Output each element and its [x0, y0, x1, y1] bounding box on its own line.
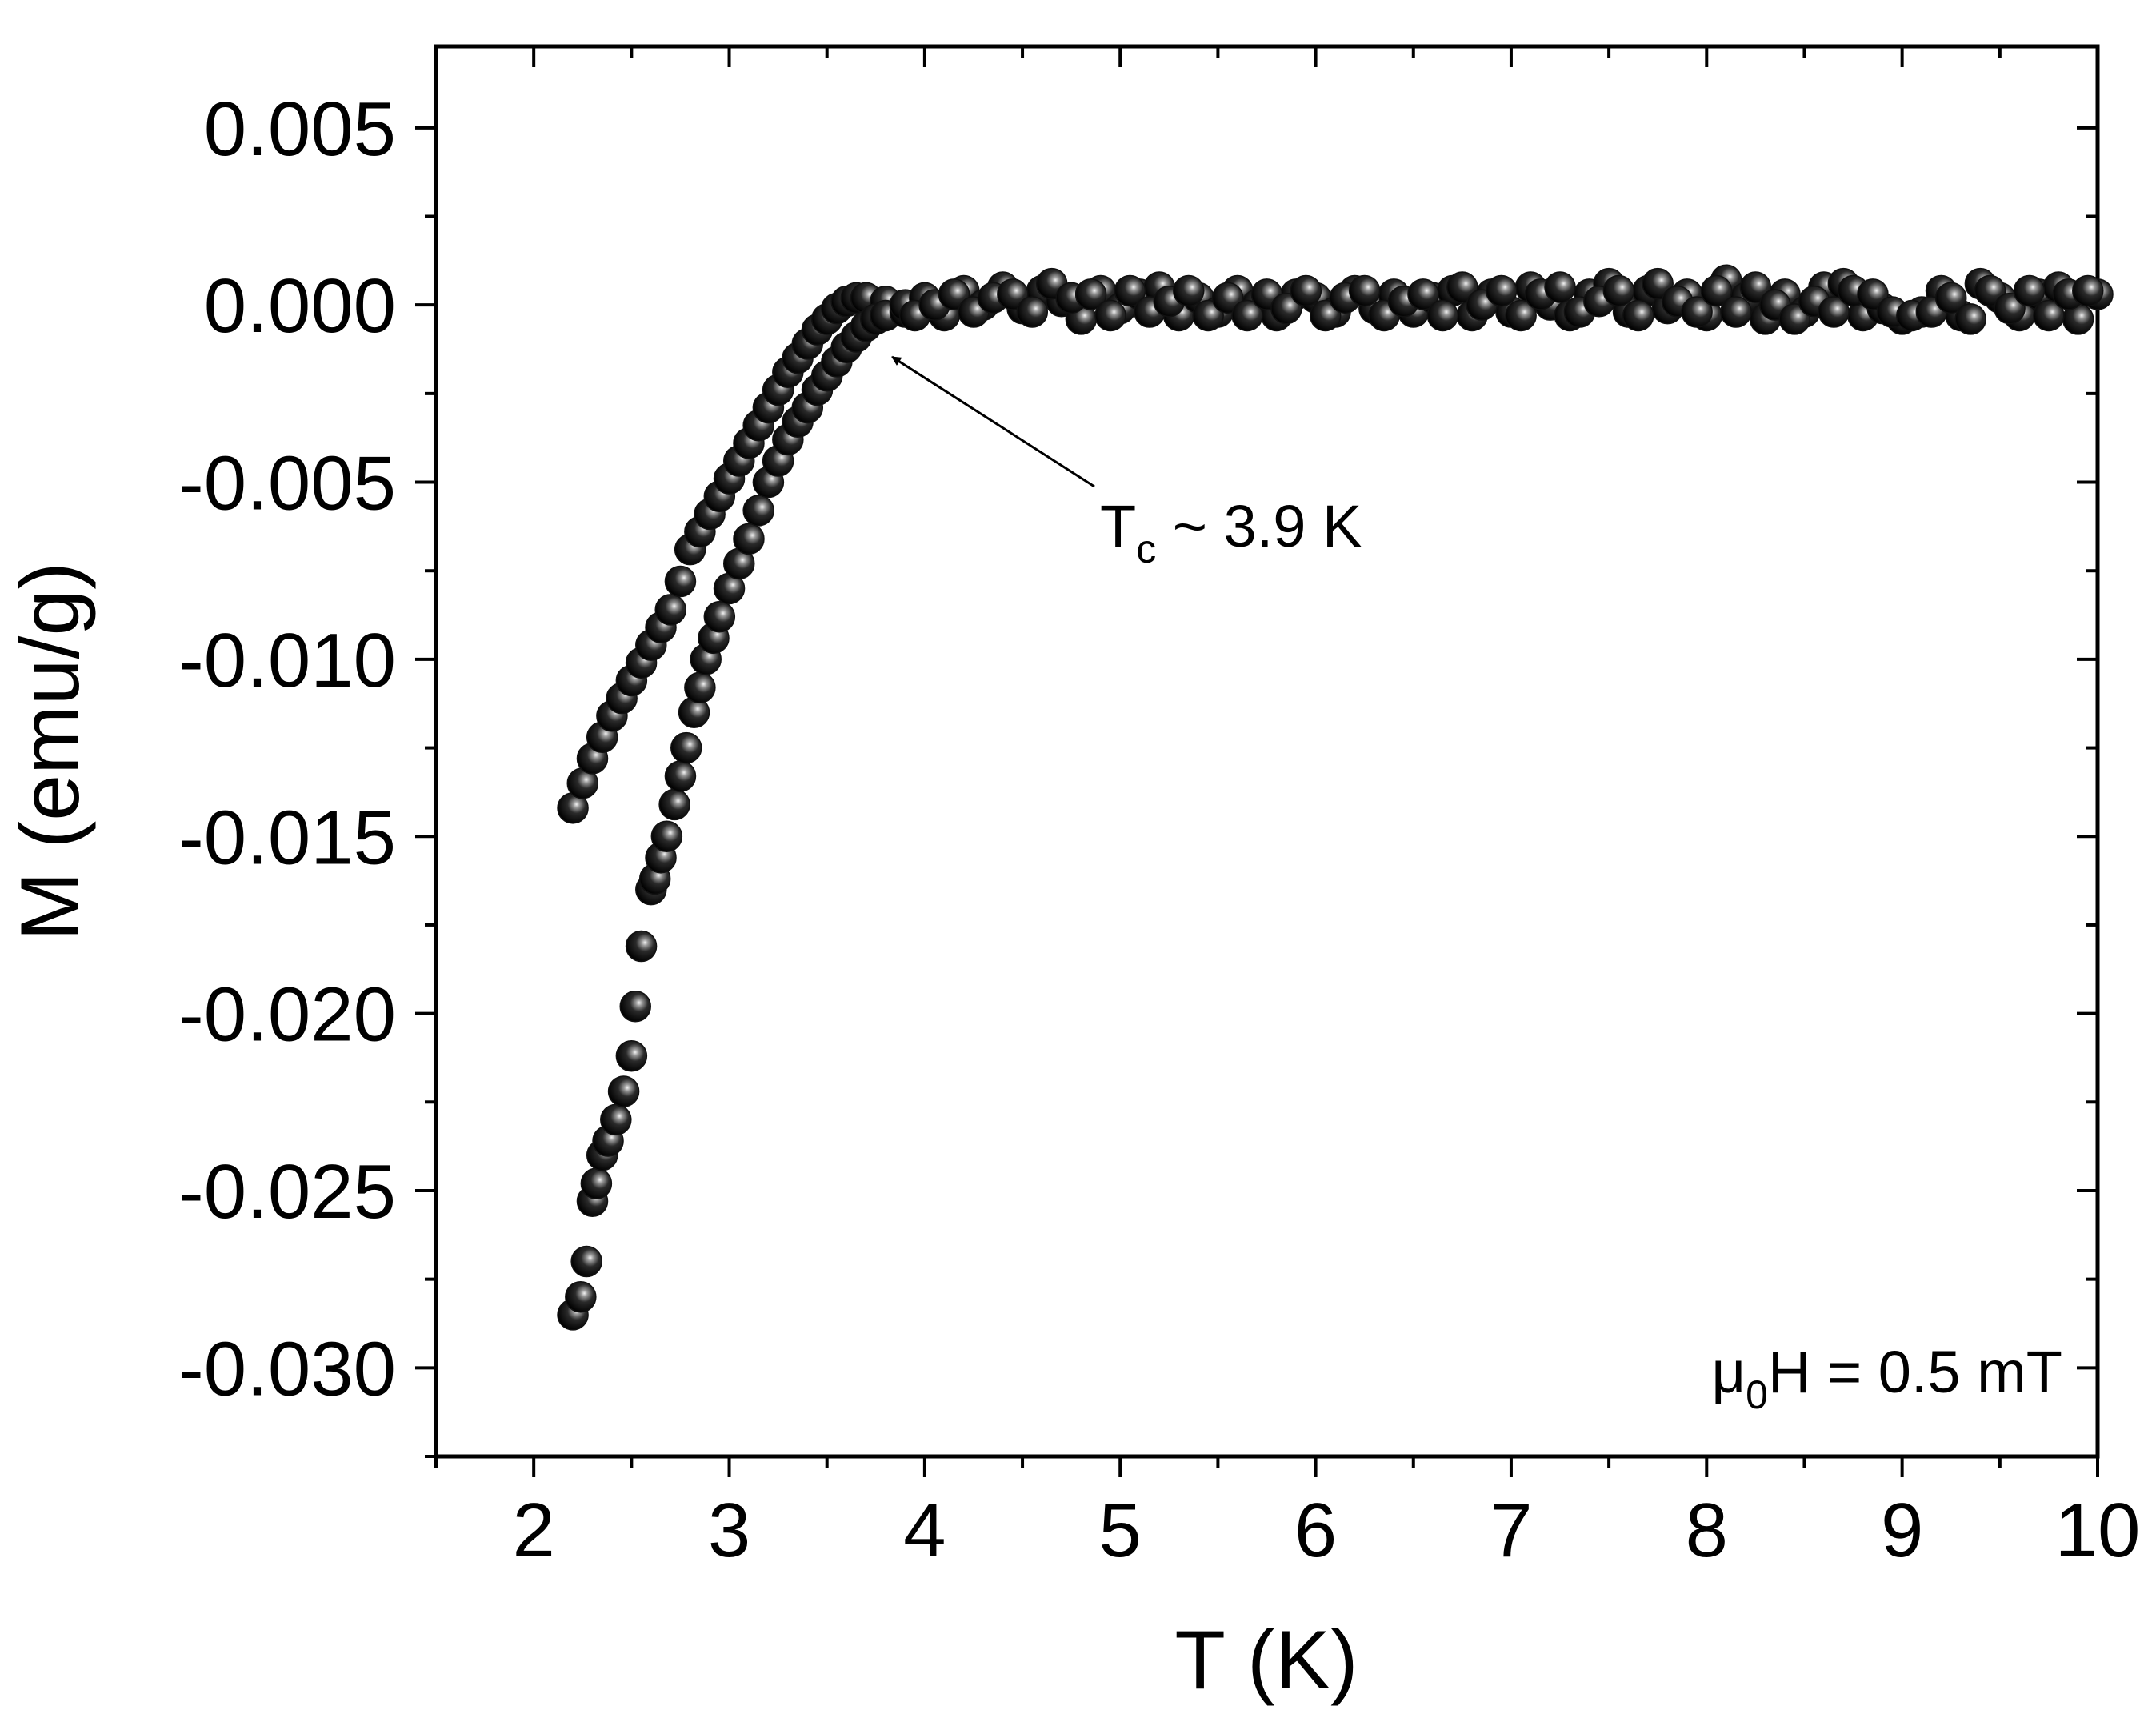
x-tick-label: 3: [708, 1488, 750, 1573]
data-point: [1505, 299, 1537, 332]
data-point: [1290, 274, 1322, 307]
y-tick-label: -0.015: [178, 795, 396, 880]
y-tick-label: 0.005: [204, 86, 396, 172]
field-mu: μ: [1711, 1339, 1746, 1405]
data-point: [650, 820, 683, 853]
y-tick-label: 0.000: [204, 263, 396, 349]
data-point: [625, 930, 658, 963]
field-annotation: μ0H = 0.5 mT: [1711, 1339, 2062, 1417]
tc-value: ~ 3.9 K: [1156, 493, 1362, 559]
tc-annotation: Tc ~ 3.9 K: [1100, 493, 1362, 571]
data-point: [658, 788, 690, 821]
data-point: [1074, 278, 1107, 310]
y-tick-labels: 0.005 0.000 -0.005 -0.010 -0.015 -0.020 -0.025…: [178, 86, 396, 1412]
data-point: [1602, 274, 1635, 307]
x-tick-label: 4: [903, 1488, 946, 1573]
x-tick-labels: 2 3 4 5 6 7 8 9 10: [512, 1488, 2140, 1573]
data-point: [1173, 274, 1205, 307]
data-point: [607, 1075, 640, 1107]
data-point: [1094, 299, 1126, 332]
x-tick-label: 7: [1490, 1488, 1532, 1573]
x-tick-label: 10: [2055, 1488, 2141, 1573]
data-point: [1114, 274, 1146, 307]
data-point: [580, 1167, 613, 1199]
data-point: [1622, 299, 1654, 332]
data-point: [615, 1039, 648, 1072]
field-value: H = 0.5 mT: [1768, 1339, 2062, 1405]
data-point: [1818, 296, 1850, 328]
tc-symbol: T: [1100, 493, 1136, 559]
data-point: [1407, 278, 1439, 310]
data-point: [664, 760, 697, 792]
data-point: [570, 1245, 602, 1278]
tc-subscript: c: [1136, 527, 1156, 571]
y-tick-label: -0.030: [178, 1326, 396, 1412]
x-tick-label: 2: [512, 1488, 554, 1573]
data-point: [619, 991, 651, 1023]
data-point: [1485, 274, 1518, 307]
y-tick-label: -0.010: [178, 618, 396, 703]
x-tick-label: 9: [1881, 1488, 1923, 1573]
data-point: [2033, 299, 2065, 332]
data-point: [2072, 274, 2104, 307]
y-tick-label: -0.020: [178, 972, 396, 1058]
field-subscript: 0: [1746, 1372, 1768, 1417]
data-point: [1934, 282, 1967, 314]
data-point: [1231, 299, 1263, 332]
data-point: [600, 1103, 632, 1136]
data-point: [1700, 274, 1733, 307]
data-point: [684, 671, 716, 704]
data-point: [670, 731, 702, 764]
x-tick-label: 5: [1099, 1488, 1142, 1573]
data-point: [565, 1281, 597, 1313]
data-point: [664, 565, 697, 598]
tc-arrow: [891, 355, 1095, 488]
data-point: [703, 601, 736, 633]
x-axis-title: T (K): [1174, 1614, 1358, 1707]
data-point: [1681, 296, 1713, 328]
y-tick-label: -0.025: [178, 1149, 396, 1235]
x-tick-label: 8: [1686, 1488, 1728, 1573]
data-point: [654, 594, 686, 626]
data-points: [557, 264, 2114, 1331]
x-tick-label: 6: [1294, 1488, 1337, 1573]
data-point: [1016, 296, 1049, 328]
data-point: [1954, 303, 1986, 335]
data-point: [1544, 271, 1576, 303]
data-point: [2013, 274, 2046, 307]
y-axis-title: M (emu/g): [4, 562, 97, 941]
data-point: [733, 523, 765, 555]
axis-ticks: [415, 46, 2099, 1477]
data-point: [1426, 299, 1459, 332]
data-point: [742, 495, 774, 527]
data-point: [1720, 296, 1752, 328]
data-point: [1348, 274, 1381, 307]
y-tick-label: -0.005: [178, 441, 396, 527]
